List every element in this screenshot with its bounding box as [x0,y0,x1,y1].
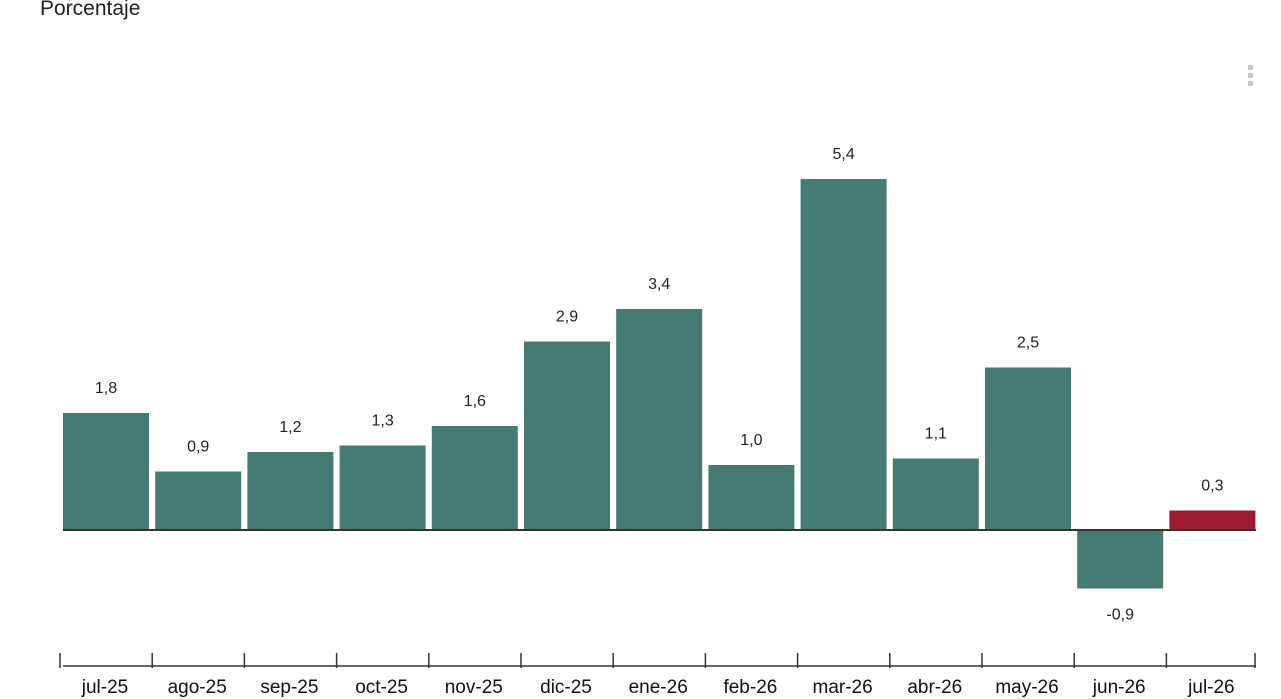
bar-jun-26 [1077,530,1164,589]
value-label-mar-26: 5,4 [832,146,854,163]
x-tick-label-oct-25: oct-25 [355,677,408,698]
bar-ene-26 [616,309,703,530]
x-tick-label-ago-25: ago-25 [168,677,227,698]
x-tick-label-jun-26: jun-26 [1092,677,1146,698]
bar-feb-26 [708,465,795,530]
x-tick-label-may-26: may-26 [995,677,1058,698]
menu-dot-icon [1247,64,1253,70]
x-tick-label-feb-26: feb-26 [723,677,777,698]
bar-dic-25 [524,341,610,530]
value-labels-group: 1,8 0,9 1,2 1,3 1,6 2,9 3,4 1,0 5,4 1,1 2,5 -0,9 0,3 [95,146,1224,624]
value-label-jun-26: -0,9 [1106,607,1134,624]
menu-dot-icon [1247,72,1253,78]
x-tick-label-sep-25: sep-25 [260,677,318,698]
x-tick-label-abr-26: abr-26 [907,677,962,698]
x-tick-label-dic-25: dic-25 [540,677,592,698]
bar-oct-25 [339,445,426,530]
bar-abr-26 [892,458,979,530]
y-axis-label: Porcentaje [40,0,141,20]
bar-jul-25 [63,413,149,530]
value-label-may-26: 2,5 [1017,335,1039,352]
chart-menu-button[interactable] [1243,60,1257,90]
value-label-abr-26: 1,1 [925,426,947,443]
value-label-ago-25: 0,9 [187,439,209,456]
bars-group [63,179,1256,589]
value-label-ene-26: 3,4 [648,276,670,293]
value-label-dic-25: 2,9 [556,309,578,326]
x-tick-label-ene-26: ene-26 [629,677,688,698]
value-label-nov-25: 1,6 [464,393,486,410]
value-label-sep-25: 1,2 [279,419,301,436]
value-label-feb-26: 1,0 [740,432,762,449]
value-label-jul-25: 1,8 [95,380,117,397]
bar-mar-26 [800,179,887,530]
x-tick-label-jul-26: jul-26 [1187,677,1234,698]
value-label-oct-25: 1,3 [371,413,393,430]
x-tick-label-jul-25: jul-25 [81,677,128,698]
x-tick-label-nov-25: nov-25 [445,677,503,698]
bar-jul-26 [1169,510,1256,530]
bar-ago-25 [155,471,242,530]
axis-group: jul-25 ago-25 sep-25 oct-25 nov-25 dic-25 ene-… [59,529,1256,698]
value-label-jul-26: 0,3 [1201,478,1223,495]
bar-sep-25 [247,452,334,530]
bar-nov-25 [431,426,518,530]
x-tick-label-mar-26: mar-26 [813,677,873,698]
menu-dot-icon [1247,80,1253,86]
bar-may-26 [985,367,1071,530]
